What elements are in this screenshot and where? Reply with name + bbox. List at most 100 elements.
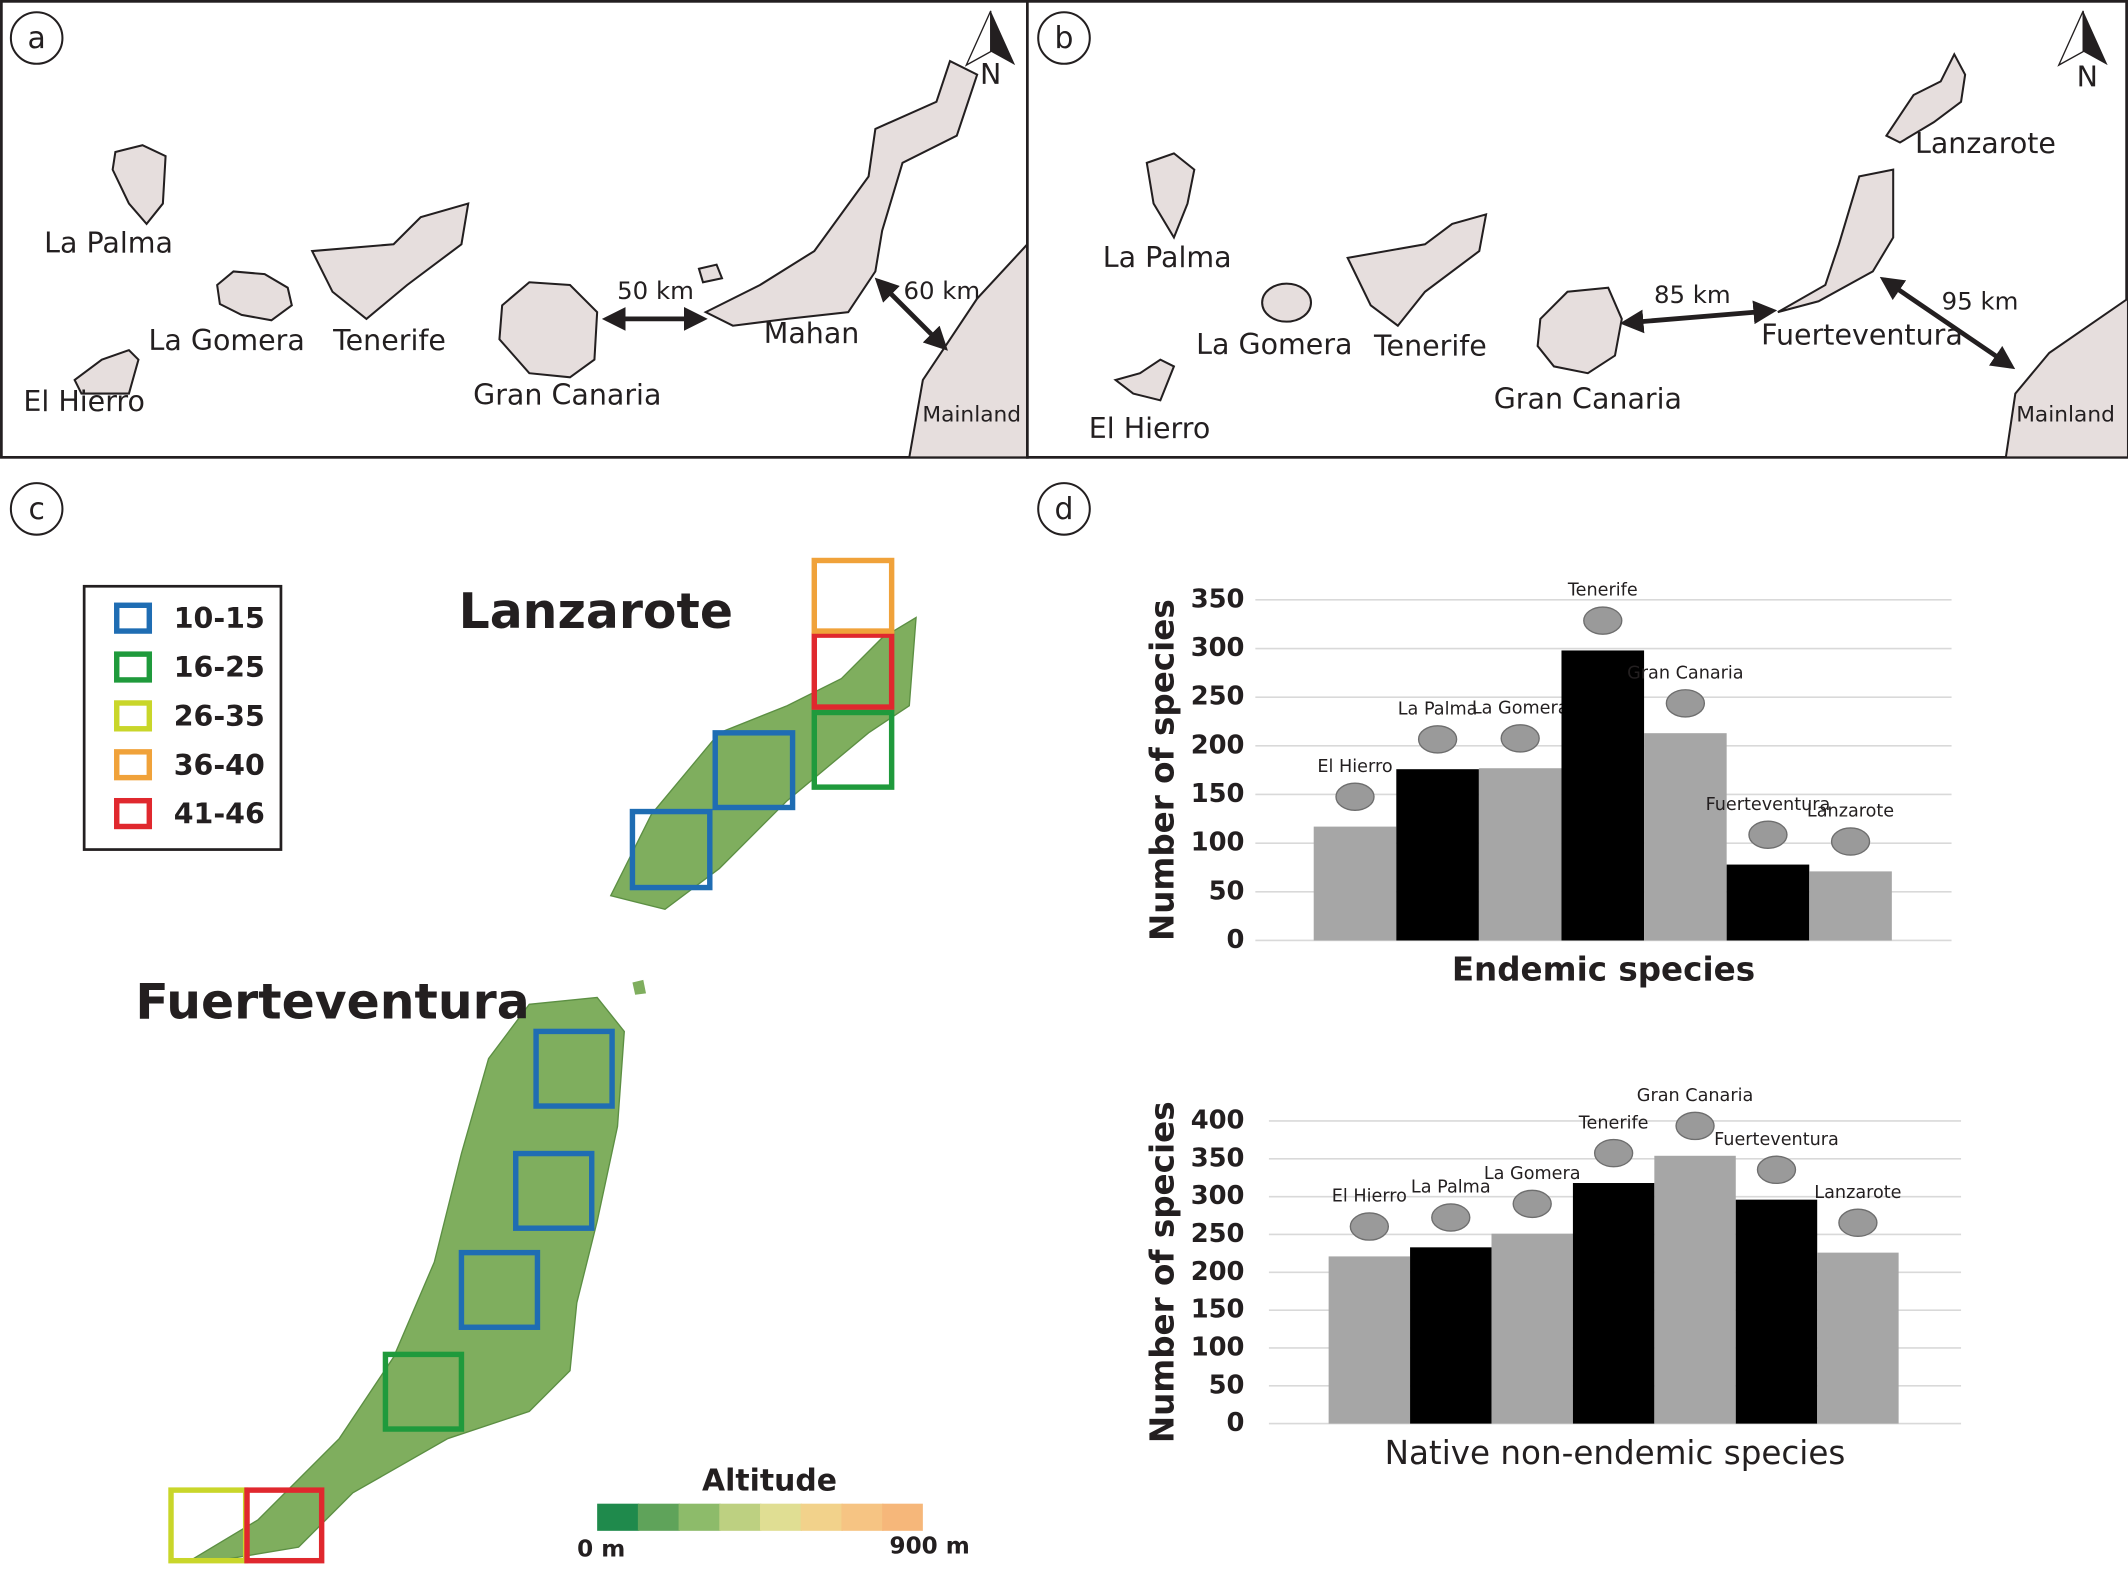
legend-label: 41-46 xyxy=(174,798,265,831)
north-label: N xyxy=(980,58,1001,91)
category-label: Lanzarote xyxy=(1814,1183,1901,1203)
category-label: La Gomera xyxy=(1484,1164,1581,1184)
y-tick-label: 250 xyxy=(1191,1219,1245,1249)
y-tick-label: 100 xyxy=(1191,828,1245,858)
sample-square xyxy=(712,730,796,811)
island xyxy=(1884,52,1967,144)
category-label: Gran Canaria xyxy=(1637,1086,1753,1106)
panel-badge xyxy=(9,11,64,65)
island-icon xyxy=(1417,725,1458,754)
island xyxy=(697,263,724,284)
island-icon xyxy=(1512,1189,1552,1219)
bar xyxy=(1313,826,1397,941)
x-axis-label: Native non-endemic species xyxy=(1385,1434,1846,1472)
panel-label: a xyxy=(28,21,46,56)
panel-label: d xyxy=(1055,492,1074,527)
island-icon xyxy=(1756,1155,1797,1185)
legend-swatch xyxy=(114,651,153,683)
panel-badge xyxy=(1037,11,1091,65)
y-tick-label: 50 xyxy=(1209,1370,1245,1400)
bar xyxy=(1561,650,1645,941)
bar xyxy=(1654,1155,1736,1424)
place-label: Mainland xyxy=(922,402,1021,427)
panel-badge xyxy=(1037,482,1091,536)
category-label: El Hierro xyxy=(1317,757,1392,777)
distance-arrow xyxy=(1619,300,1778,334)
legend-swatch xyxy=(114,700,153,732)
bar xyxy=(1735,1199,1818,1424)
distance-label: 50 km xyxy=(617,276,694,305)
bar xyxy=(1491,1233,1573,1424)
y-axis-label: Number of species xyxy=(1143,1101,1181,1443)
legend-label: 10-15 xyxy=(174,602,265,635)
panel-label: b xyxy=(1055,21,1074,56)
island xyxy=(1113,358,1176,402)
legend-swatch xyxy=(114,749,153,781)
altitude-title: Altitude xyxy=(702,1463,837,1498)
bar xyxy=(1572,1183,1655,1424)
legend-swatch xyxy=(114,602,153,634)
distance-label: 60 km xyxy=(903,276,980,305)
panel-badge xyxy=(9,482,64,536)
category-label: Fuerteventura xyxy=(1714,1130,1839,1150)
y-tick-label: 350 xyxy=(1191,584,1245,614)
island-icon xyxy=(1431,1203,1471,1232)
x-axis-label: Endemic species xyxy=(1452,951,1755,989)
y-tick-label: 350 xyxy=(1191,1143,1245,1173)
place-label: Lanzarote xyxy=(1915,127,2056,160)
panel-d: d 0 50 100 150 200 250 300 350 El Hierro La Palma… xyxy=(1037,482,1962,1472)
distance-arrow xyxy=(874,277,948,351)
panel-c: c 10-15 16-25 26-35 36-40 41-46 Lanzarote Fu… xyxy=(9,482,970,1564)
category-label: La Gomera xyxy=(1472,699,1569,719)
category-label: La Palma xyxy=(1411,1178,1491,1198)
panel-a: a N La Palma La Gomera Tenerife El Hierr… xyxy=(0,0,1029,459)
island-icon xyxy=(1748,820,1788,849)
y-tick-label: 50 xyxy=(1209,876,1245,906)
island-icon xyxy=(1500,724,1540,753)
island xyxy=(1777,168,1895,314)
island xyxy=(1536,286,1623,375)
y-tick-label: 150 xyxy=(1191,779,1245,809)
bar xyxy=(1817,1252,1899,1424)
island-icon xyxy=(1830,827,1871,856)
y-axis-label: Number of species xyxy=(1143,599,1181,941)
category-label: Lanzarote xyxy=(1807,802,1894,822)
bar xyxy=(1726,864,1810,941)
bar xyxy=(1328,1256,1411,1424)
place-label: Mainland xyxy=(2016,402,2115,427)
island-icon xyxy=(1335,782,1375,812)
sample-square xyxy=(382,1351,465,1432)
bar xyxy=(1809,871,1892,941)
island-title: Fuerteventura xyxy=(135,974,529,1031)
bar xyxy=(1410,1247,1492,1424)
place-label: La Palma xyxy=(1103,241,1232,274)
legend-swatch xyxy=(114,797,153,830)
island xyxy=(73,348,140,395)
distance-label: 85 km xyxy=(1654,280,1731,309)
bar xyxy=(1396,769,1479,941)
place-label: El Hierro xyxy=(1089,412,1211,445)
island xyxy=(1261,282,1313,323)
y-tick-label: 200 xyxy=(1191,1257,1245,1287)
distance-arrow xyxy=(1879,276,2016,370)
island xyxy=(632,979,647,995)
island xyxy=(1346,213,1488,328)
y-tick-label: 0 xyxy=(1227,925,1245,955)
sample-square xyxy=(629,808,713,891)
altitude-bar xyxy=(597,1503,923,1531)
place-label: Mahan xyxy=(764,317,860,350)
mainland xyxy=(2004,297,2128,459)
place-label: La Gomera xyxy=(1196,328,1352,361)
island-icon xyxy=(1675,1111,1715,1141)
panel-b: b N La Palma La Gomera Tenerife El Hierr… xyxy=(1026,0,2128,459)
island-icon xyxy=(1838,1208,1878,1238)
place-label: Fuerteventura xyxy=(1761,319,1963,352)
island xyxy=(111,144,167,226)
place-label: Tenerife xyxy=(1373,329,1487,362)
island-icon xyxy=(1665,689,1706,718)
island xyxy=(1145,152,1196,240)
y-tick-label: 300 xyxy=(1191,1181,1245,1211)
y-tick-label: 400 xyxy=(1191,1105,1245,1135)
island xyxy=(703,59,979,327)
